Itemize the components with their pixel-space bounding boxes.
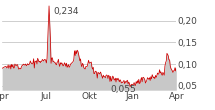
Text: 0,055: 0,055 (110, 85, 136, 94)
Text: 0,234: 0,234 (54, 7, 79, 16)
